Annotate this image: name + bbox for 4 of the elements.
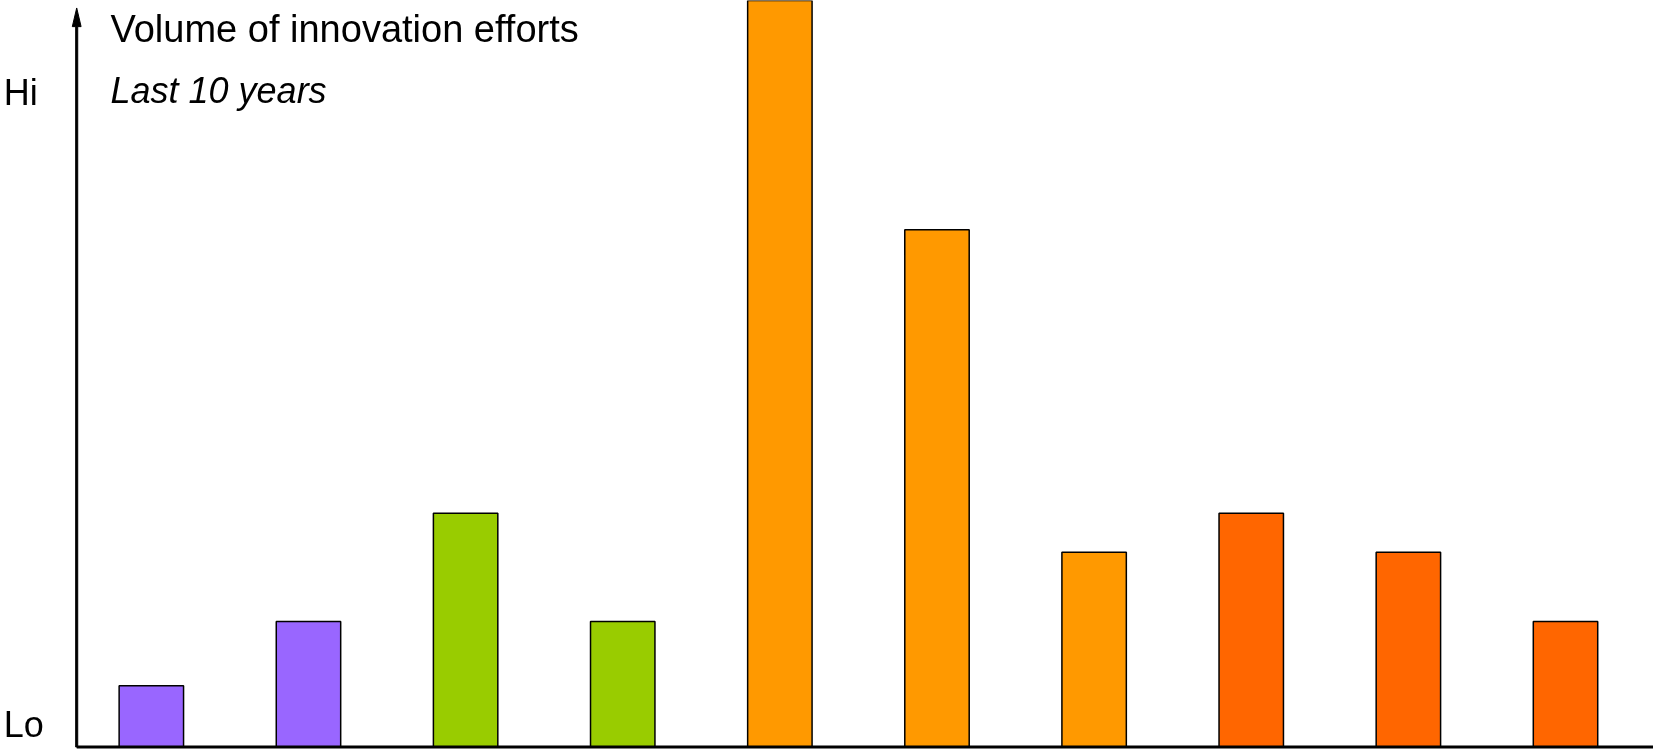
text: Last 10 years	[110, 69, 327, 111]
text: Hi	[3, 71, 38, 113]
chart-title: Volume of innovation efforts	[110, 7, 579, 50]
annotation: Lo	[3, 704, 44, 746]
